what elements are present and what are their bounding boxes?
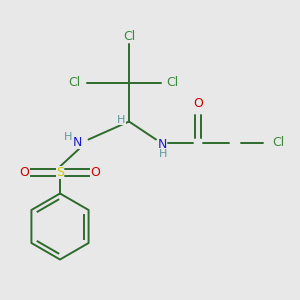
Text: Cl: Cl bbox=[272, 136, 284, 149]
Text: H: H bbox=[64, 132, 73, 142]
Text: O: O bbox=[193, 97, 203, 110]
Text: Cl: Cl bbox=[166, 76, 178, 89]
Text: O: O bbox=[91, 166, 100, 179]
Text: O: O bbox=[20, 166, 29, 179]
Text: H: H bbox=[117, 115, 126, 125]
Text: H: H bbox=[158, 149, 167, 159]
Text: Cl: Cl bbox=[68, 76, 80, 89]
Text: S: S bbox=[56, 166, 64, 179]
Text: N: N bbox=[158, 137, 167, 151]
Text: Cl: Cl bbox=[123, 30, 135, 44]
Text: N: N bbox=[73, 136, 82, 149]
